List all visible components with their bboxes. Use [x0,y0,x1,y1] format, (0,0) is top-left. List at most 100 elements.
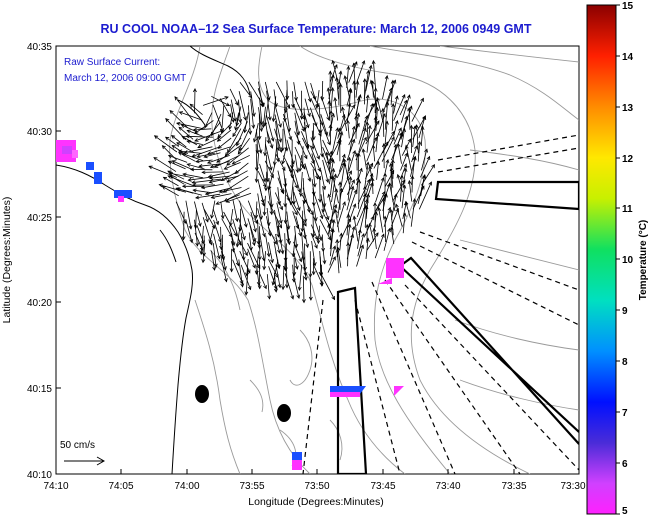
current-vector [274,145,278,165]
current-vector [194,131,221,142]
current-vector [328,224,332,241]
station-marker [195,385,209,403]
current-vector [355,81,359,98]
current-vector-head [338,70,343,75]
current-vector-head [296,206,301,212]
current-vector-head [189,239,194,244]
current-vector [219,242,225,260]
current-vector-head [238,227,243,232]
current-vector [259,232,265,261]
current-vector-head [284,284,289,289]
current-vector-head [175,187,180,191]
current-vector [209,175,239,183]
current-vector-head [414,124,419,129]
current-vector [300,131,309,148]
current-vector [247,200,258,224]
current-vector [220,257,227,282]
current-vector-head [252,238,257,243]
current-vector [209,225,215,243]
current-vector [337,114,345,139]
current-vector [383,228,391,251]
current-vector-head [303,272,308,277]
current-vector-head [395,207,399,213]
current-vector-head [181,152,186,157]
current-vector [266,207,270,226]
current-vector-head [402,127,406,133]
current-vector-head [229,268,234,273]
current-vector-head [365,121,370,126]
colorbar-tick-label: 6 [622,459,628,470]
current-vector-head [361,60,366,65]
current-vector-head [341,113,346,119]
current-vector-head [383,172,388,177]
current-vector [330,228,334,257]
current-vector [294,112,300,135]
current-vector [209,175,230,179]
current-vector [302,187,310,213]
current-vector [357,229,361,249]
current-vector [393,127,402,145]
current-vector-head [348,170,352,175]
current-vector [257,208,266,237]
current-vector-head [338,181,342,186]
current-vector-head [294,211,298,216]
x-tick-label: 73:30 [560,481,585,492]
current-vector [171,135,187,148]
current-vector [401,128,405,148]
current-vector [420,126,424,147]
current-vector [293,250,298,270]
current-vector-head [291,200,296,205]
current-vector [290,176,294,205]
current-vector [382,131,395,154]
current-vector-head [420,97,424,102]
current-vector [225,137,242,156]
current-vector [163,176,179,187]
current-vector [346,139,355,161]
current-vector-head [371,59,376,65]
current-vector [210,160,230,168]
current-vector [219,98,232,118]
current-vector [347,120,350,139]
current-vector [304,81,311,102]
current-vector-head [381,233,385,238]
current-vector [176,142,195,154]
current-vector-head [331,112,335,118]
current-vector-head [331,167,336,173]
current-vector-head [197,222,202,227]
current-vector [337,188,343,218]
current-vector [259,97,263,125]
bathymetry-contours [169,46,579,474]
current-vector [347,176,351,201]
current-vector-head [267,295,272,300]
current-vector-head [253,138,257,143]
current-vector-head [328,70,333,75]
current-vector [277,177,284,194]
current-vector-head [252,264,256,269]
current-vector [284,273,294,300]
current-vector [262,106,266,128]
current-vector [353,63,356,90]
current-vector [255,144,258,171]
current-vector-head [422,115,427,120]
current-vector-head [204,124,208,129]
current-vector-head [363,205,367,210]
current-vector [196,159,213,163]
current-vector-head [299,115,304,120]
current-vector-head [381,107,385,112]
current-vector-head [335,248,340,253]
current-vector [266,90,271,120]
current-vector [223,175,249,193]
current-vector-head [192,127,197,132]
current-vector-head [181,135,186,140]
current-vector-head [261,102,265,108]
current-vector [411,145,418,163]
current-vector-head [176,121,181,126]
current-vector-head [329,150,334,155]
current-vector [293,241,302,262]
current-vector-head [276,264,281,270]
station-marker [277,404,291,422]
current-vector [294,131,308,159]
current-vector-head [217,133,222,139]
current-vector-head [210,195,215,199]
